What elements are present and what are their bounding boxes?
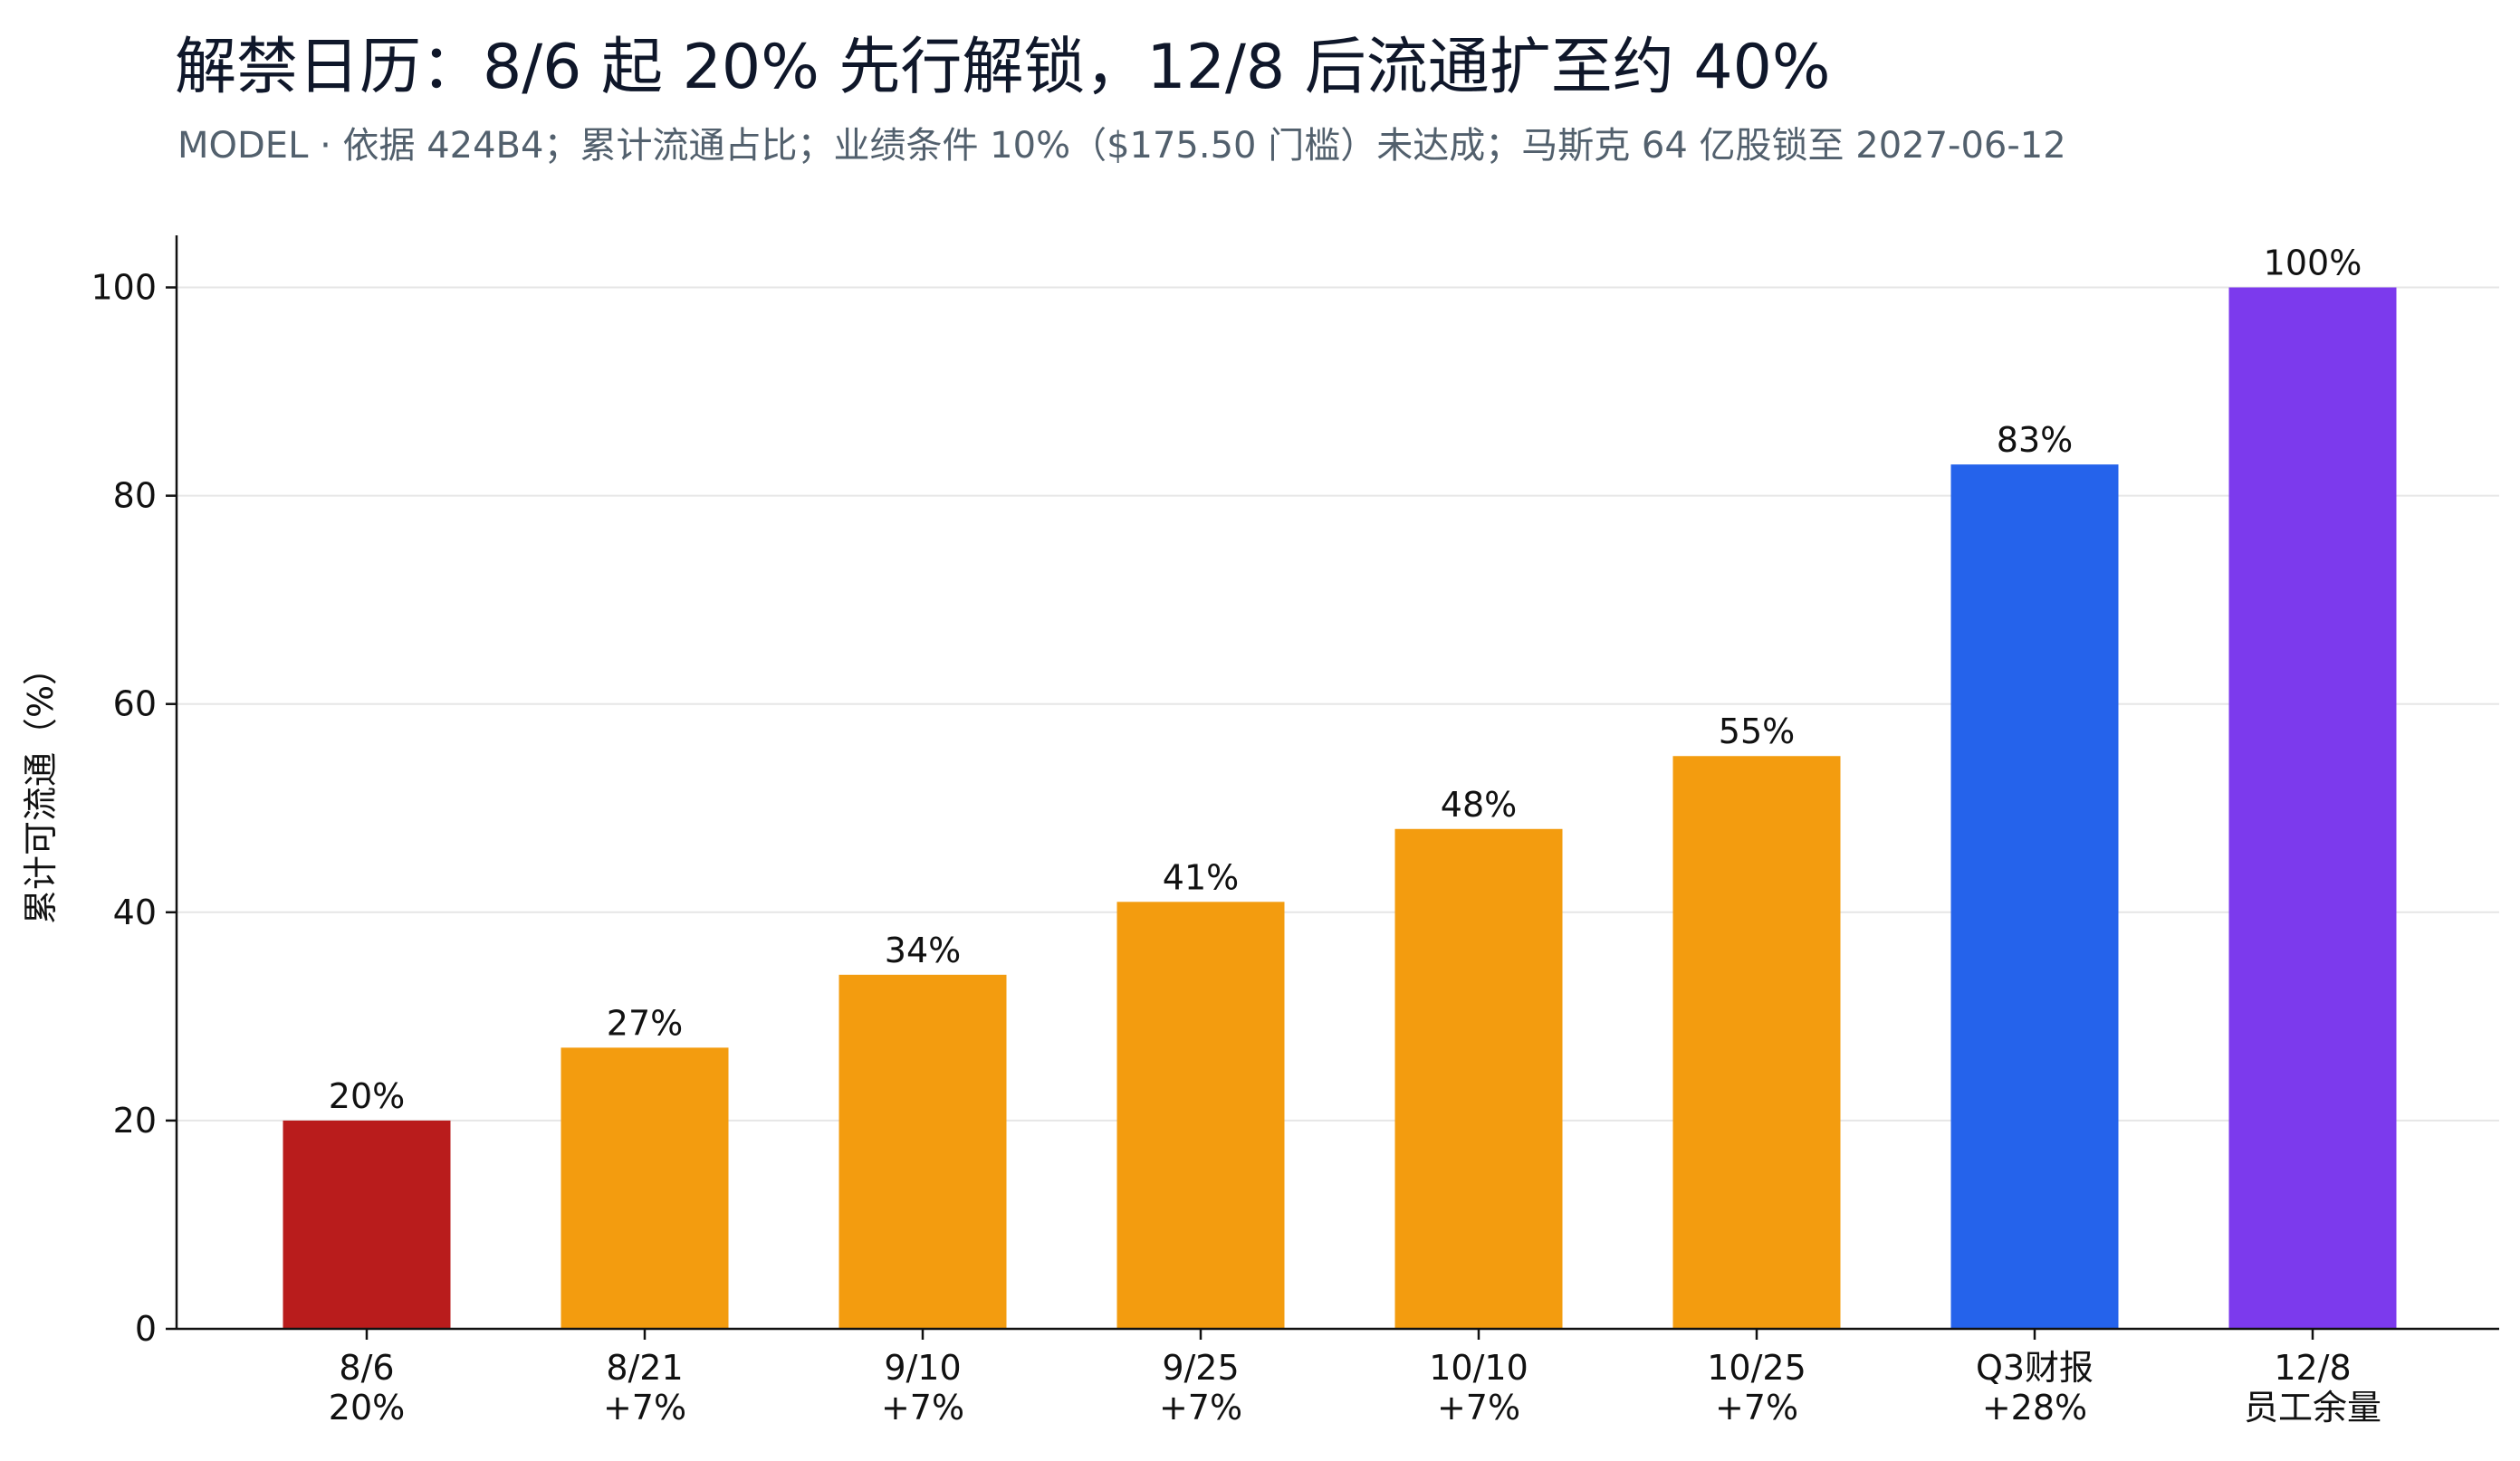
x-tick-sublabel: +7% — [603, 1388, 686, 1428]
x-tick-label: 10/25 — [1707, 1348, 1806, 1388]
x-tick-label: 9/25 — [1162, 1348, 1239, 1388]
bar-value-label: 100% — [2264, 244, 2362, 283]
bar — [283, 1120, 451, 1329]
x-tick-label: 10/10 — [1429, 1348, 1528, 1388]
x-tick-sublabel: 员工余量 — [2244, 1388, 2381, 1428]
bar — [561, 1047, 729, 1329]
bar-value-label: 41% — [1163, 857, 1239, 897]
x-tick-label: 8/21 — [606, 1348, 683, 1388]
y-axis-label: 累计可流通（%） — [21, 651, 61, 924]
bar-value-label: 27% — [607, 1003, 683, 1043]
y-tick-label: 80 — [113, 476, 157, 516]
axes: 0204060801008/620%8/21+7%9/10+7%9/25+7%1… — [91, 235, 2499, 1428]
x-tick-sublabel: +7% — [881, 1388, 964, 1428]
x-tick-sublabel: +7% — [1159, 1388, 1242, 1428]
chart-title: 解禁日历：8/6 起 20% 先行解锁，12/8 后流通扩至约 40% — [175, 32, 1831, 103]
bar — [838, 974, 1007, 1329]
bars — [283, 287, 2397, 1329]
x-tick-label: Q3财报 — [1976, 1348, 2094, 1388]
bar-value-label: 55% — [1719, 711, 1795, 751]
bar-value-label: 20% — [329, 1076, 405, 1116]
bar-value-label: 48% — [1441, 785, 1517, 825]
x-tick-sublabel: +7% — [1437, 1388, 1520, 1428]
y-tick-label: 20 — [113, 1101, 157, 1141]
x-tick-sublabel: 20% — [329, 1388, 405, 1428]
bar — [1116, 902, 1285, 1329]
y-tick-label: 60 — [113, 684, 157, 724]
x-tick-label: 12/8 — [2274, 1348, 2351, 1388]
bar — [1950, 464, 2119, 1329]
x-tick-sublabel: +7% — [1715, 1388, 1798, 1428]
bar-value-label: 34% — [885, 931, 961, 970]
bar — [1672, 756, 1841, 1329]
bar — [2228, 287, 2397, 1329]
y-tick-label: 100 — [91, 268, 157, 308]
x-tick-label: 9/10 — [884, 1348, 961, 1388]
chart-subtitle: MODEL · 依据 424B4；累计流通占比；业绩条件 10%（$175.50… — [177, 125, 2066, 167]
bar — [1394, 828, 1563, 1329]
x-tick-label: 8/6 — [339, 1348, 394, 1388]
y-tick-label: 40 — [113, 893, 157, 932]
value-labels: 20% 27% 34% 41% 48% 55% 83% 100% — [329, 244, 2362, 1116]
bar-value-label: 83% — [1997, 420, 2073, 460]
x-tick-sublabel: +28% — [1982, 1388, 2087, 1428]
y-tick-label: 0 — [135, 1309, 157, 1349]
grid-lines — [177, 286, 2499, 1122]
